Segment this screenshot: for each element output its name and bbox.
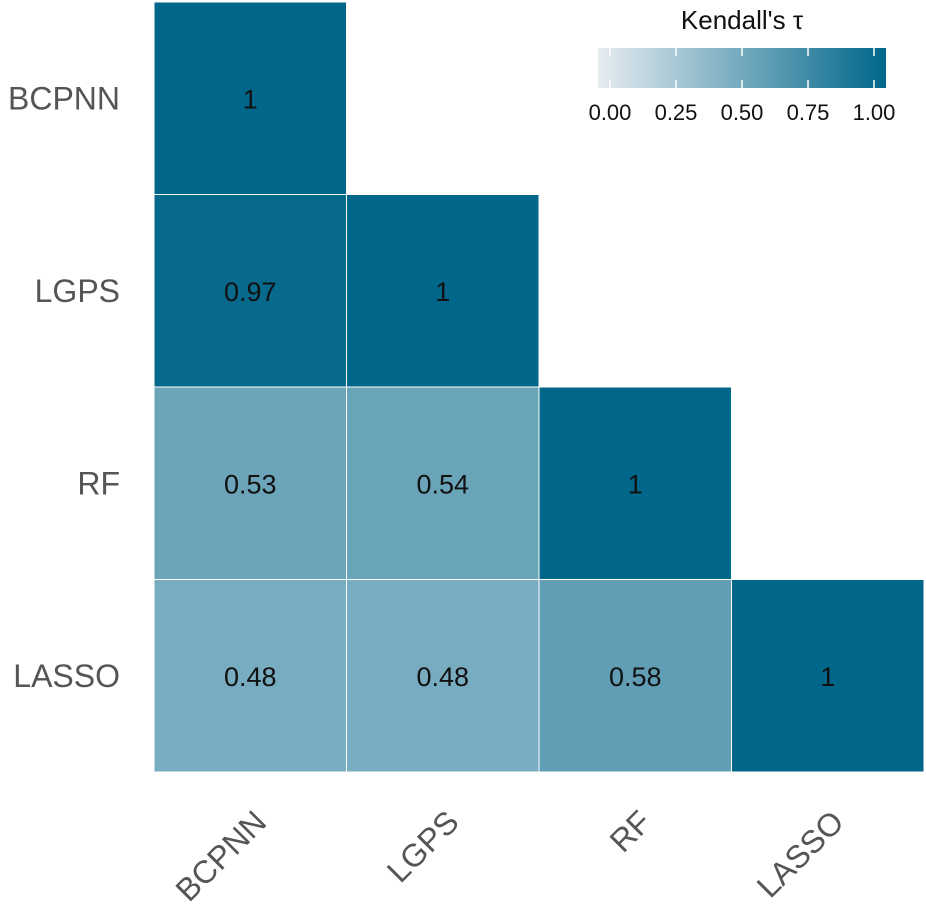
y-tick-label-rf: RF <box>77 465 120 501</box>
cell-value-label-lgps-rf: 0.54 <box>416 469 469 499</box>
heatmap-cell-lgps-rf <box>346 386 540 580</box>
cell-value-label-lasso-lasso: 1 <box>820 662 835 692</box>
cell-value-label-lgps-lgps: 1 <box>435 277 450 307</box>
cell-value-label-rf-rf: 1 <box>628 469 643 499</box>
y-tick-label-bcpnn: BCPNN <box>8 80 120 116</box>
legend-tick-label: 0.25 <box>655 100 698 125</box>
x-tick-label-lgps: LGPS <box>380 803 466 889</box>
x-tick-label-rf: RF <box>603 803 659 859</box>
heatmap-cell-rf-rf <box>538 386 732 580</box>
heatmap-cell-bcpnn-bcpnn <box>153 1 347 195</box>
cell-value-label-rf-lasso: 0.58 <box>609 662 662 692</box>
y-axis: BCPNN LGPS RF LASSO <box>8 80 120 694</box>
legend-title: Kendall's τ <box>681 5 804 35</box>
x-tick-label-lasso: LASSO <box>750 803 851 904</box>
cell-value-label-lgps-lasso: 0.48 <box>416 662 469 692</box>
heatmap-cell-bcpnn-lasso <box>153 579 347 773</box>
legend-tick-label: 1.00 <box>853 100 896 125</box>
cell-value-label-bcpnn-rf: 0.53 <box>224 469 277 499</box>
cell-value-label-bcpnn-lasso: 0.48 <box>224 662 277 692</box>
heatmap-cell-bcpnn-rf <box>153 386 347 580</box>
heatmap-cell-lgps-lgps <box>346 194 540 388</box>
heatmap-cell-bcpnn-lgps <box>153 194 347 388</box>
x-tick-label-bcpnn: BCPNN <box>169 803 274 908</box>
legend-ticks: 0.00 0.25 0.50 0.75 1.00 <box>589 48 896 125</box>
heatmap-cell-labels: 1 0.97 1 0.53 0.54 1 0.48 0.48 0.58 1 <box>224 84 835 692</box>
heatmap-cell-lasso-lasso <box>731 579 925 773</box>
cell-value-label-bcpnn-bcpnn: 1 <box>243 84 258 114</box>
x-axis: BCPNN LGPS RF LASSO <box>169 803 851 908</box>
legend: Kendall's τ 0.00 0.25 0.50 0.75 1.00 <box>589 5 896 125</box>
legend-tick-label: 0.00 <box>589 100 632 125</box>
cell-value-label-bcpnn-lgps: 0.97 <box>224 277 277 307</box>
y-tick-label-lgps: LGPS <box>35 273 120 309</box>
heatmap-cells <box>153 1 925 773</box>
legend-tick-label: 0.75 <box>787 100 830 125</box>
y-tick-label-lasso: LASSO <box>13 658 120 694</box>
heatmap-cell-rf-lasso <box>538 579 732 773</box>
heatmap-cell-lgps-lasso <box>346 579 540 773</box>
legend-tick-label: 0.50 <box>721 100 764 125</box>
